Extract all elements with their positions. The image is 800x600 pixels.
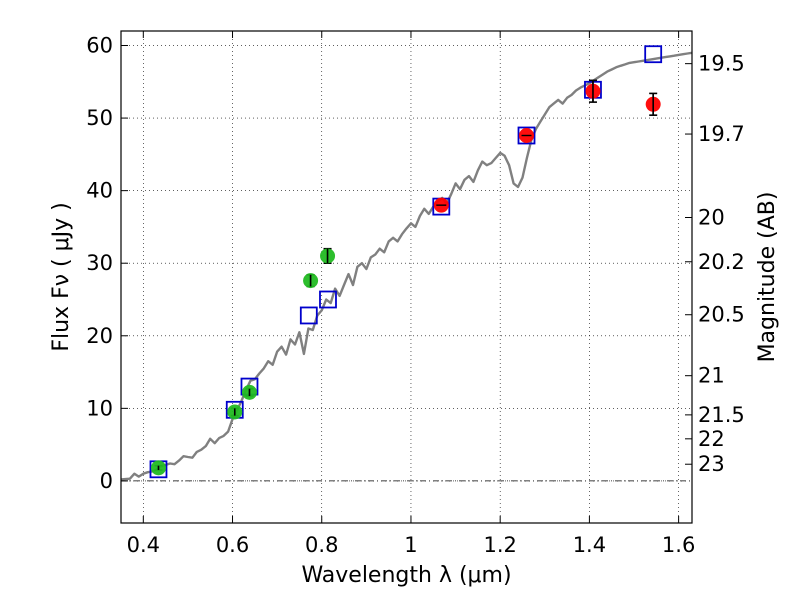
x-axis-label: Wavelength λ (μm) bbox=[301, 563, 511, 588]
right-tick-label: 21.5 bbox=[698, 403, 745, 427]
right-tick-label: 19.7 bbox=[698, 122, 745, 146]
axis-ticks: 0.4 0.6 0.8 1 1.2 1.4 1.6 0 10 20 30 40 50 60 19.5 19.7… bbox=[86, 31, 745, 557]
y-tick-label: 10 bbox=[86, 396, 113, 420]
y-tick-label: 20 bbox=[86, 324, 113, 348]
y-axis-label-left: Flux Fν ( μJy ) bbox=[49, 202, 74, 351]
x-tick-label: 0.6 bbox=[216, 533, 249, 557]
model-spectrum-line bbox=[120, 51, 693, 481]
data-markers bbox=[149, 45, 663, 479]
x-tick-label: 0.8 bbox=[305, 533, 338, 557]
grid bbox=[121, 31, 692, 523]
model-photometry-square bbox=[299, 306, 318, 325]
right-tick-label: 20 bbox=[698, 205, 725, 229]
y-axis-label-right: Magnitude (AB) bbox=[755, 192, 780, 363]
x-tick-label: 0.4 bbox=[127, 533, 160, 557]
model-photometry-square bbox=[319, 290, 337, 309]
x-tick-label: 1.4 bbox=[573, 533, 606, 557]
right-tick-label: 20.2 bbox=[698, 250, 745, 274]
y-tick-label: 50 bbox=[86, 106, 113, 130]
y-tick-label: 40 bbox=[86, 179, 113, 203]
x-tick-label: 1 bbox=[404, 533, 417, 557]
y-tick-label: 60 bbox=[86, 34, 113, 58]
right-tick-label: 20.5 bbox=[698, 303, 745, 327]
right-tick-label: 21 bbox=[698, 364, 725, 388]
x-tick-label: 1.6 bbox=[662, 533, 695, 557]
right-tick-label: 23 bbox=[698, 452, 725, 476]
right-tick-label: 22 bbox=[698, 427, 725, 451]
model-photometry-square bbox=[517, 126, 536, 145]
right-tick-label: 19.5 bbox=[698, 52, 745, 76]
y-tick-label: 30 bbox=[86, 251, 113, 275]
y-tick-label: 0 bbox=[100, 469, 113, 493]
x-tick-label: 1.2 bbox=[483, 533, 516, 557]
plot-frame bbox=[120, 30, 693, 524]
model-photometry-square bbox=[644, 45, 663, 64]
